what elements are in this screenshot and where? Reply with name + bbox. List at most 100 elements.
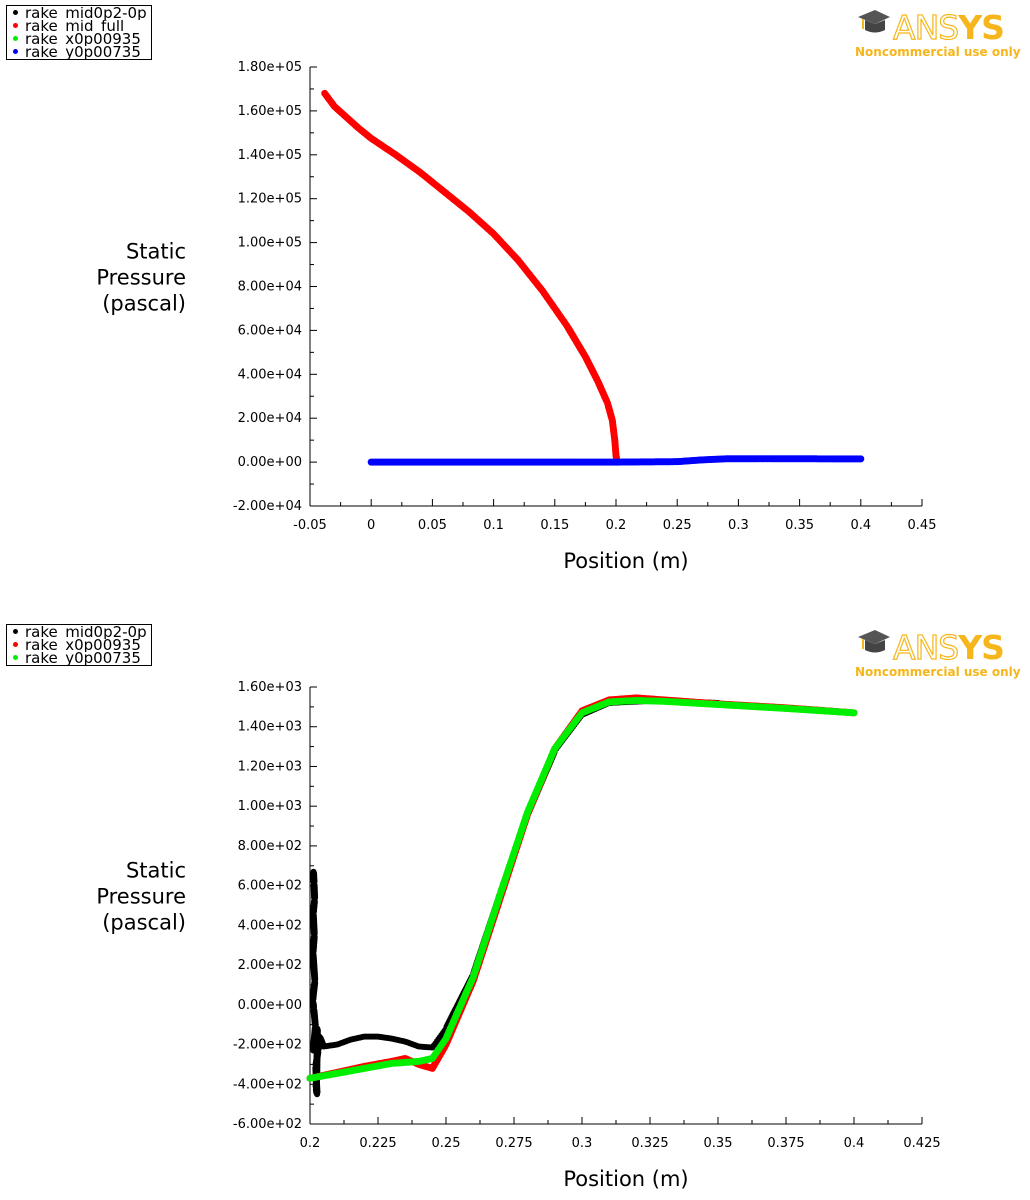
logo-wordmark: ANSYS — [892, 627, 1005, 667]
x-tick-label: 0.3 — [728, 518, 749, 533]
legend-label: rake_x0p00935_ — [25, 639, 149, 652]
x-tick-label: 0.4 — [850, 518, 871, 533]
series-rake_mid_full — [321, 89, 621, 466]
y-axis-title-line: Static — [126, 859, 186, 883]
x-tick-label: 0.4 — [844, 1136, 865, 1151]
x-tick-label: 0.325 — [631, 1136, 668, 1151]
y-axis-title-line: Pressure — [96, 885, 186, 909]
legend-item: rake_mid0p2-0p — [10, 7, 148, 20]
chart-plot-2: -6.00e+02 -4.00e+02 -2.00e+02 0.00e+00 2.00e… — [96, 680, 940, 1191]
legend: rake_mid0p2-0p rake_mid_full rake_x0p009… — [6, 5, 153, 60]
x-tick-label: 0.25 — [663, 518, 692, 533]
x-tick-label: 0.35 — [704, 1136, 733, 1151]
x-tick-label: 0.225 — [359, 1136, 396, 1151]
series-rake_x0p00935_ — [306, 694, 858, 1082]
x-tick-label: 0.2 — [606, 518, 627, 533]
legend-marker — [13, 10, 18, 15]
logo-wordmark: ANSYS — [892, 7, 1005, 47]
y-tick-label: 1.40e+05 — [238, 148, 302, 163]
y-tick-label: 4.00e+02 — [238, 918, 302, 933]
legend-label: rake_mid_full — [25, 20, 125, 33]
chart-panel-2: rake_mid0p2-0p rake_x0p00935_ rake_y0p00… — [0, 620, 1030, 1200]
x-tick-label: 0 — [367, 518, 375, 533]
x-tick-label: 0.275 — [495, 1136, 532, 1151]
y-tick-label: 8.00e+02 — [238, 839, 302, 854]
legend-marker — [13, 49, 18, 54]
y-tick-label: 1.80e+05 — [238, 60, 302, 75]
x-tick-label: 0.425 — [903, 1136, 940, 1151]
legend-label: rake_mid0p2-0p — [25, 7, 147, 20]
x-tick-label: 0.1 — [483, 518, 504, 533]
legend-label: rake_x0p00935_ — [25, 33, 149, 46]
legend-label: rake_y0p00735_ — [25, 46, 149, 59]
legend-label: rake_mid0p2-0p — [25, 626, 147, 639]
y-axis-title-line: Pressure — [96, 266, 186, 290]
logo-suffix: YS — [958, 8, 1005, 47]
legend-item: rake_mid0p2-0p — [10, 626, 148, 639]
data-point — [319, 1041, 327, 1049]
series-rake_y0p00735_ — [367, 455, 865, 466]
x-tick-label: 0.05 — [418, 518, 447, 533]
legend-marker — [13, 629, 18, 634]
legend-marker — [13, 23, 18, 28]
logo-prefix: ANS — [892, 627, 959, 667]
x-axis-title: Position (m) — [563, 1167, 688, 1191]
series-rake_mid0p2-0p — [309, 697, 721, 1098]
y-tick-label: 1.00e+05 — [238, 236, 302, 251]
chart-panel-1: rake_mid0p2-0p rake_mid_full rake_x0p009… — [6, 5, 1027, 573]
y-tick-label: 4.00e+04 — [238, 367, 302, 382]
y-tick-label: 1.60e+05 — [238, 104, 302, 119]
ansys-logo: ANSYS Noncommercial use only — [855, 6, 1027, 61]
y-tick-label: 8.00e+04 — [238, 280, 302, 295]
series-rake_y0p00735_ — [306, 697, 858, 1082]
data-point — [550, 747, 558, 755]
y-tick-label: 1.20e+05 — [238, 192, 302, 207]
graduation-cap-icon — [858, 10, 890, 33]
y-tick-label: -2.00e+04 — [233, 499, 302, 514]
x-tick-label: 0.2 — [300, 1136, 321, 1151]
logo-subtitle: Noncommercial use only — [855, 665, 1021, 679]
y-tick-label: 2.00e+02 — [238, 958, 302, 973]
data-point — [850, 709, 858, 717]
y-tick-label: 0.00e+00 — [238, 455, 302, 470]
y-axis-title-line: (pascal) — [102, 911, 186, 935]
legend: rake_mid0p2-0p rake_x0p00935_ rake_y0p00… — [6, 624, 153, 666]
y-axis-title-line: (pascal) — [102, 292, 186, 316]
legend-marker — [13, 36, 18, 41]
legend-item: rake_y0p00735_ — [10, 46, 148, 59]
y-tick-label: -6.00e+02 — [233, 1117, 302, 1132]
ansys-logo: ANSYS Noncommercial use only — [855, 626, 1027, 681]
y-tick-label: 1.20e+03 — [238, 759, 302, 774]
x-tick-label: 0.3 — [572, 1136, 593, 1151]
legend-label: rake_y0p00735_ — [25, 652, 149, 665]
graduation-cap-icon — [858, 630, 890, 653]
x-tick-label: 0.45 — [908, 518, 937, 533]
y-tick-label: -2.00e+02 — [233, 1038, 302, 1053]
y-tick-label: 2.00e+04 — [238, 411, 302, 426]
x-tick-label: -0.05 — [293, 518, 327, 533]
y-axis-title-line: Static — [126, 240, 186, 264]
y-tick-label: 0.00e+00 — [238, 998, 302, 1013]
y-tick-label: 1.00e+03 — [238, 799, 302, 814]
logo-suffix: YS — [958, 628, 1005, 667]
y-tick-label: 6.00e+04 — [238, 323, 302, 338]
x-tick-label: 0.15 — [540, 518, 569, 533]
data-point — [857, 455, 865, 463]
x-tick-label: 0.25 — [432, 1136, 461, 1151]
legend-item: rake_x0p00935_ — [10, 33, 148, 46]
legend-marker — [13, 642, 18, 647]
x-tick-label: 0.375 — [767, 1136, 804, 1151]
y-tick-label: 1.40e+03 — [238, 720, 302, 735]
logo-subtitle: Noncommercial use only — [855, 45, 1021, 59]
legend-item: rake_x0p00935_ — [10, 639, 148, 652]
chart-plot-1: -2.00e+04 0.00e+00 2.00e+04 4.00e+04 6.00e+0… — [96, 60, 937, 573]
logo-prefix: ANS — [892, 7, 959, 47]
y-tick-label: 1.60e+03 — [238, 680, 302, 695]
legend-item: rake_mid_full — [10, 20, 148, 33]
x-axis-title: Position (m) — [563, 549, 688, 573]
legend-marker — [13, 655, 18, 660]
y-tick-label: -4.00e+02 — [233, 1077, 302, 1092]
y-tick-label: 6.00e+02 — [238, 879, 302, 894]
x-tick-label: 0.35 — [785, 518, 814, 533]
legend-item: rake_y0p00735_ — [10, 652, 148, 665]
